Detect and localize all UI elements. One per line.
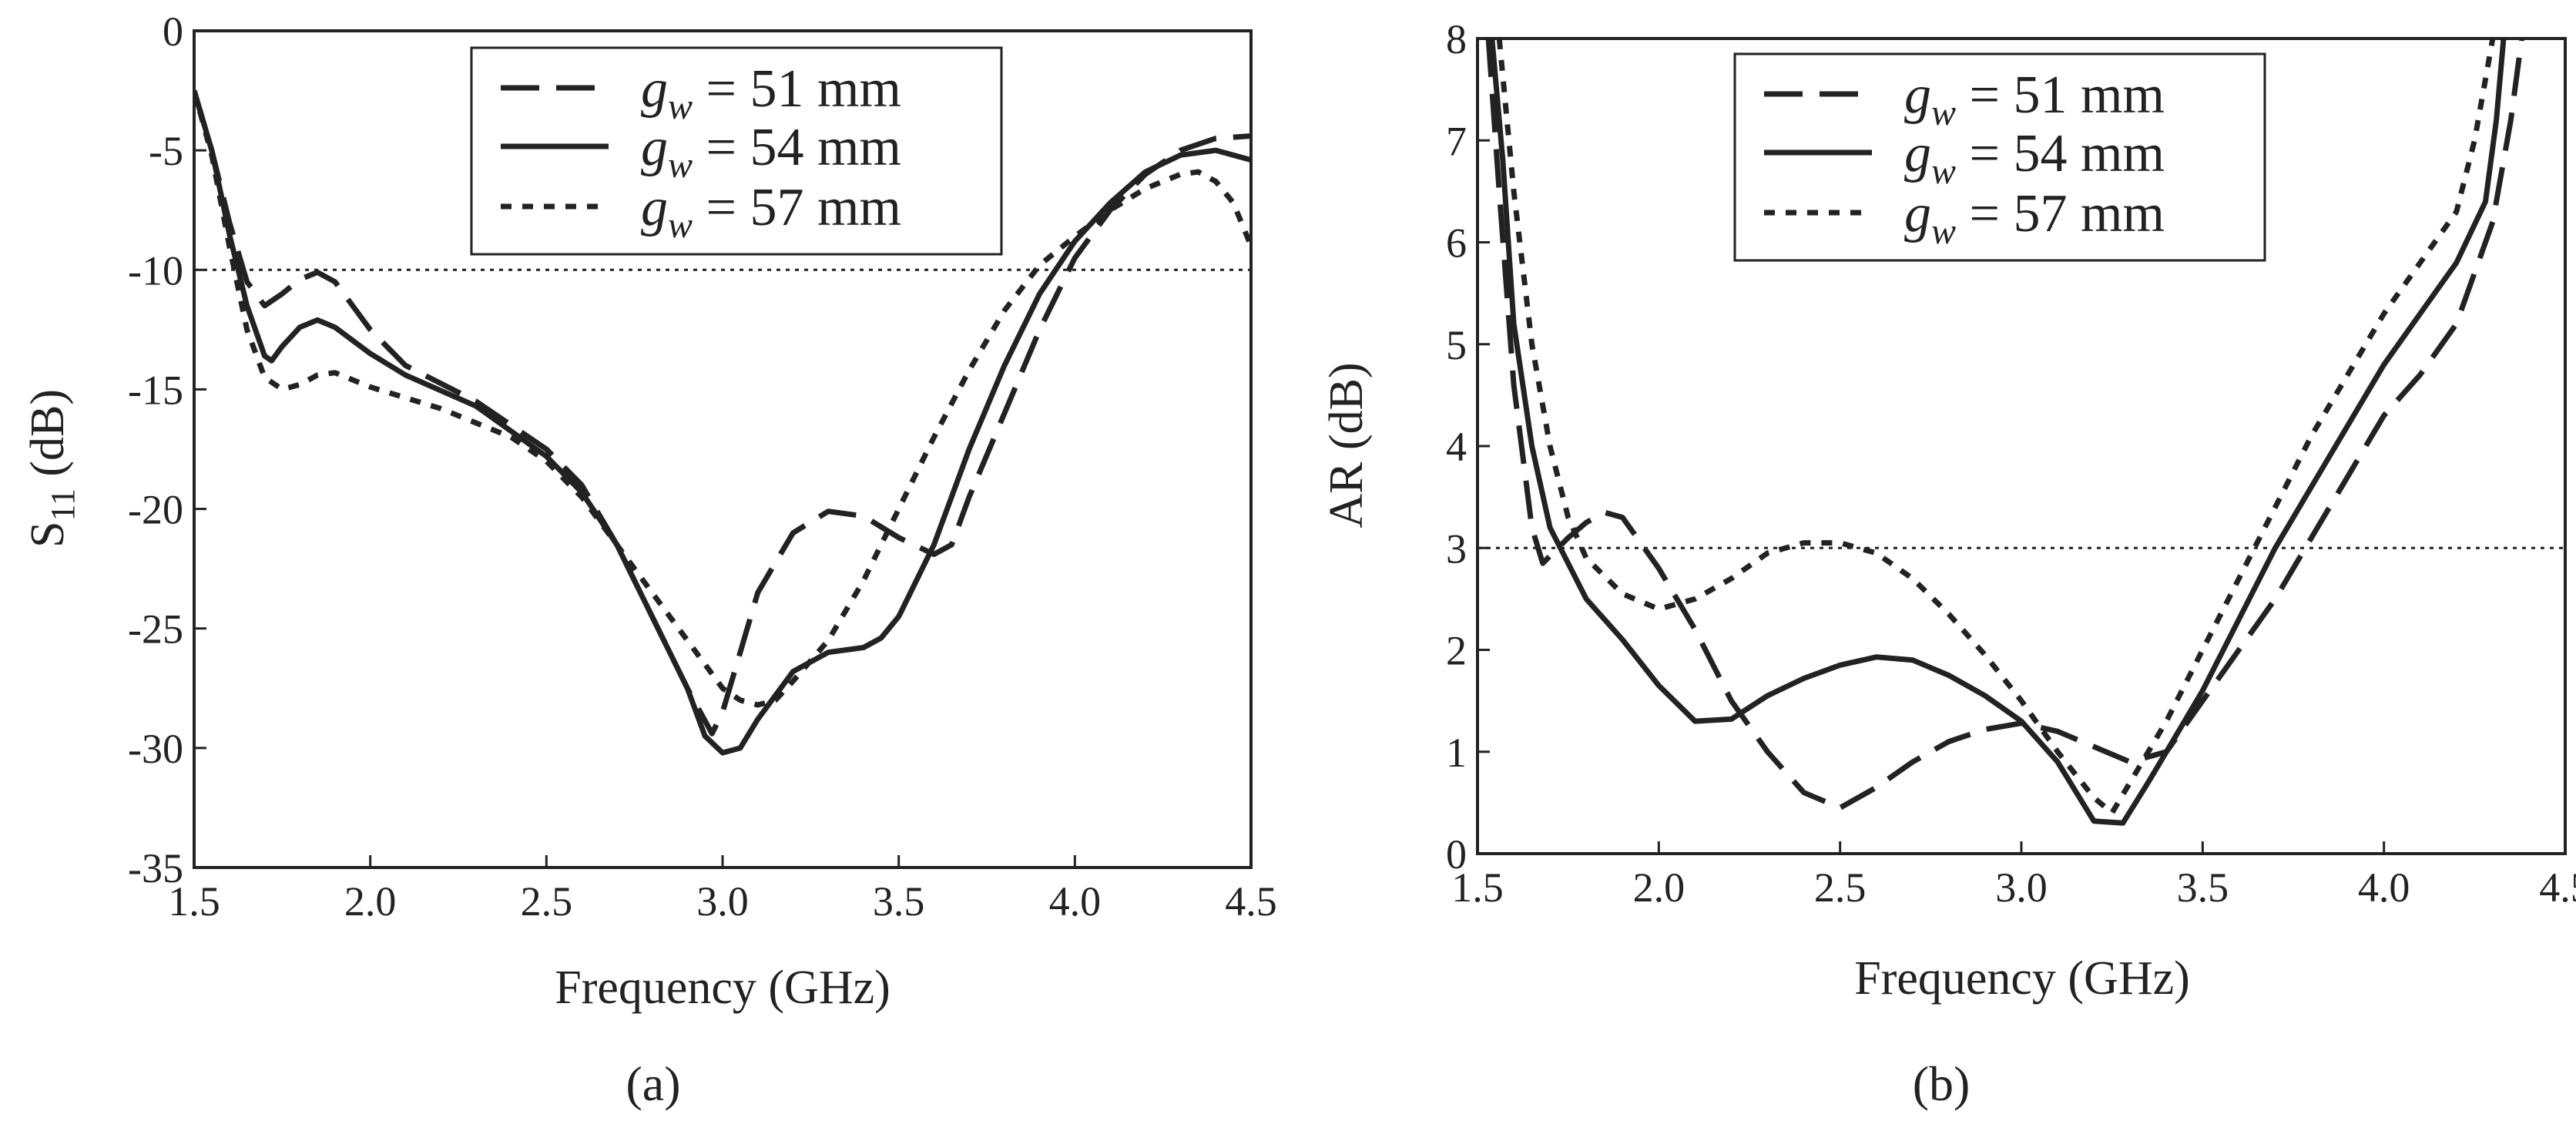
legend-sub: w (1931, 211, 1956, 252)
chart-b-legend-label-54: gw = 54 mm (1904, 124, 2165, 192)
chart-b-y-tick-label: 5 (1446, 322, 1467, 368)
chart-a-series-gw-51 (194, 89, 1251, 737)
legend-var: g (1904, 184, 1931, 243)
chart-b-y-tick-label: 8 (1446, 16, 1467, 62)
chart-a-y-label-tail: (dB) (22, 389, 74, 488)
chart-b-plot-area (1476, 37, 2567, 855)
chart-b-series-gw-51 (1485, 39, 2524, 810)
chart-a-legend-box (470, 46, 1003, 256)
chart-a-y-tick-label: -30 (128, 726, 183, 772)
chart-a-y-tick-label: -20 (128, 487, 183, 533)
chart-b-x-tick-label: 3.5 (2177, 864, 2229, 911)
legend-var: g (1904, 65, 1931, 125)
chart-b-x-tick-label: 2.5 (1814, 864, 1867, 911)
chart-a-series-gw-57 (194, 89, 1251, 708)
chart-b-y-tick-label: 7 (1446, 118, 1467, 164)
chart-a-y-tick-label: -25 (128, 606, 183, 653)
chart-a-legend-label-54: gw = 54 mm (641, 118, 901, 186)
chart-b-y-axis-label: AR (dB) (1320, 362, 1373, 528)
chart-a-x-tick-label: 3.0 (696, 878, 749, 925)
chart-a-y-tick-labels: 0 -5 -10 -15 -20 -25 -30 -35 (128, 8, 183, 891)
chart-b-x-axis-label: Frequency (GHz) (1854, 952, 2190, 1005)
chart-b-y-tick-labels: 0 1 2 3 4 5 6 7 8 (1446, 16, 1467, 878)
chart-a-y-tick-label: 0 (163, 8, 183, 55)
chart-b-x-tick-label: 4.5 (2539, 864, 2576, 911)
chart-b-y-tick-label: 2 (1446, 628, 1467, 674)
chart-b: 1.5 2.0 2.5 3.0 3.5 4.0 4.5 0 1 2 3 4 5 6 7 8 Frequenc… (1320, 16, 2576, 1111)
chart-b-y-tick-label: 3 (1446, 525, 1467, 572)
chart-a-y-tick-label: -15 (128, 367, 183, 413)
chart-b-y-tick-label: 1 (1446, 730, 1467, 776)
chart-b-y-tick-label: 6 (1446, 220, 1467, 267)
chart-a-legend-label-51: gw = 51 mm (641, 59, 901, 127)
legend-rest: = 51 mm (1956, 65, 2165, 125)
legend-var: g (641, 59, 668, 119)
legend-var: g (1904, 124, 1931, 183)
chart-b-legend-label-51: gw = 51 mm (1904, 65, 2165, 133)
chart-a-legend: gw = 51 mm gw = 54 mm gw = 57 mm (470, 46, 1003, 256)
chart-a-y-label-sub: 11 (44, 488, 82, 521)
chart-b-legend: gw = 51 mm gw = 54 mm gw = 57 mm (1733, 52, 2266, 262)
legend-var: g (641, 118, 668, 177)
legend-var: g (641, 178, 668, 237)
chart-b-legend-label-57: gw = 57 mm (1904, 184, 2165, 252)
chart-b-y-tick-label: 0 (1446, 831, 1467, 878)
chart-a-y-tick-label: -5 (149, 128, 183, 174)
chart-a-y-label-main: S (22, 522, 74, 548)
chart-a-x-axis-label: Frequency (GHz) (555, 962, 891, 1014)
chart-b-y-tick-label: 4 (1446, 424, 1467, 470)
chart-b-x-tick-label: 3.0 (1995, 864, 2048, 911)
chart-a-x-tick-label: 2.0 (344, 878, 397, 925)
legend-sub: w (668, 205, 693, 246)
chart-b-x-tick-labels: 1.5 2.0 2.5 3.0 3.5 4.0 4.5 (1451, 864, 2576, 911)
legend-sub: w (1931, 151, 1956, 192)
chart-a: 1.5 2.0 2.5 3.0 3.5 4.0 4.5 0 -5 -10 -15 -20 -25 -30… (22, 8, 1277, 1111)
legend-rest: = 54 mm (1956, 124, 2165, 183)
legend-sub: w (668, 86, 693, 127)
chart-a-x-tick-label: 3.5 (873, 878, 925, 925)
chart-b-legend-box (1733, 52, 2266, 262)
legend-sub: w (668, 145, 693, 186)
chart-a-x-tick-label: 2.5 (521, 878, 573, 925)
chart-b-x-tick-label: 4.0 (2358, 864, 2410, 911)
chart-a-caption: (a) (626, 1056, 680, 1111)
chart-b-x-tick-label: 1.5 (1451, 864, 1504, 911)
chart-a-x-tick-label: 4.5 (1225, 878, 1277, 925)
chart-b-x-tick-label: 2.0 (1633, 864, 1685, 911)
chart-a-y-tick-label: -10 (128, 247, 183, 294)
chart-b-series-gw-54 (1489, 39, 2507, 826)
chart-a-y-axis-label: S11 (dB) (22, 389, 82, 548)
legend-sub: w (1931, 92, 1956, 133)
legend-rest: = 54 mm (693, 118, 901, 177)
chart-b-caption: (b) (1913, 1056, 1971, 1111)
chart-a-series-gw-54 (194, 89, 1251, 756)
chart-a-x-tick-label: 1.5 (168, 878, 220, 925)
chart-a-plot-area (193, 29, 1253, 869)
chart-a-y-tick-label: -35 (128, 845, 183, 891)
chart-a-x-tick-label: 4.0 (1049, 878, 1102, 925)
chart-a-legend-label-57: gw = 57 mm (641, 178, 901, 246)
legend-rest: = 57 mm (693, 178, 901, 237)
legend-rest: = 57 mm (1956, 184, 2165, 243)
legend-rest: = 51 mm (693, 59, 901, 119)
chart-a-x-tick-labels: 1.5 2.0 2.5 3.0 3.5 4.0 4.5 (168, 878, 1277, 925)
